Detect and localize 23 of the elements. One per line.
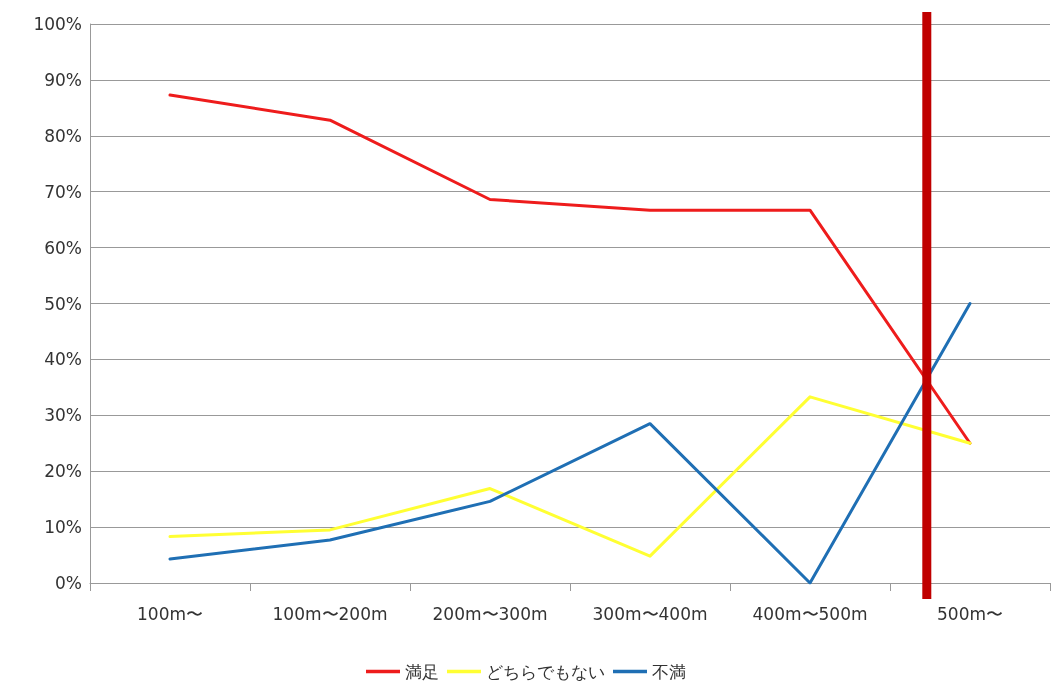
x-tick-label: 200m〜300m [432, 603, 548, 624]
legend-label: 不満 [652, 661, 686, 682]
legend-label: どちらでもない [486, 661, 605, 682]
x-tick-label: 500m〜 [936, 603, 1004, 624]
y-tick-label: 80% [44, 125, 82, 146]
y-tick-label: 20% [44, 461, 82, 482]
y-tick-label: 0% [55, 573, 82, 593]
y-tick-label: 40% [44, 349, 82, 370]
line-series [168, 395, 972, 558]
x-tick-label: 100m〜 [136, 603, 204, 624]
y-tick-label: 50% [44, 293, 82, 314]
x-tick-label: 100m〜200m [272, 603, 388, 624]
line-series [168, 302, 972, 585]
y-tick-label: 60% [44, 237, 82, 258]
y-tick-label: 90% [44, 69, 82, 90]
x-tick-label: 300m〜400m [592, 603, 708, 624]
y-tick-label: 10% [44, 517, 82, 538]
y-tick-label: 100% [33, 14, 82, 34]
line-series [168, 93, 972, 445]
y-tick-label: 30% [44, 405, 82, 426]
y-tick-label: 70% [44, 181, 82, 202]
x-tick-label: 400m〜500m [752, 603, 868, 624]
legend-label: 満足 [405, 661, 439, 682]
